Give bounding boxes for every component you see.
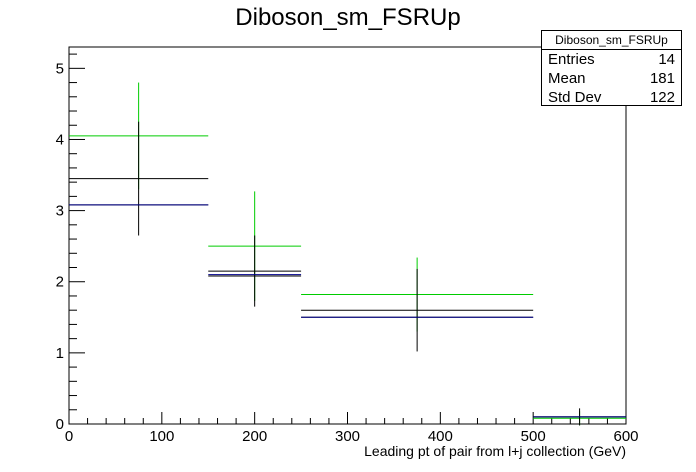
stats-row-mean: Mean 181 [542, 69, 681, 88]
stats-value: 181 [649, 70, 675, 87]
stats-label: Mean [548, 70, 586, 87]
stats-row-entries: Entries 14 [542, 50, 681, 69]
x-tick-label: 600 [613, 428, 638, 445]
stats-label: Entries [548, 51, 595, 68]
y-tick-label: 3 [56, 203, 64, 220]
x-tick-label: 400 [428, 428, 453, 445]
y-tick-label: 2 [56, 274, 64, 291]
stats-label: Std Dev [548, 89, 602, 106]
chart-title: Diboson_sm_FSRUp [235, 4, 461, 31]
x-tick-label: 0 [65, 428, 73, 445]
stats-value: 122 [649, 89, 675, 106]
stats-box: Diboson_sm_FSRUp Entries 14 Mean 181 Std… [541, 30, 682, 106]
y-tick-label: 0 [56, 416, 64, 433]
stats-row-stddev: Std Dev 122 [542, 88, 681, 107]
x-axis-label: Leading pt of pair from l+j collection (… [364, 443, 626, 459]
stats-value: 14 [658, 51, 675, 68]
x-tick-label: 300 [335, 428, 360, 445]
stats-title: Diboson_sm_FSRUp [542, 31, 681, 50]
y-tick-label: 4 [56, 131, 64, 148]
x-tick-label: 500 [521, 428, 546, 445]
x-tick-label: 100 [149, 428, 174, 445]
x-tick-label: 200 [242, 428, 267, 445]
y-tick-label: 1 [56, 345, 64, 362]
y-tick-label: 5 [56, 60, 64, 77]
